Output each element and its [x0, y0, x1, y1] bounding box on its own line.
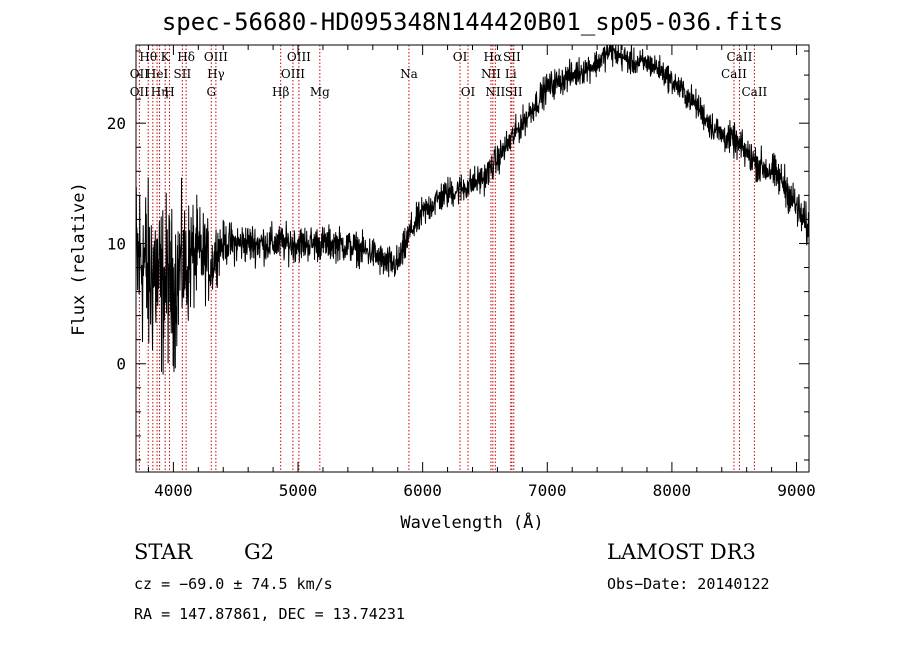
line-marker-label: Hη	[151, 85, 169, 99]
line-marker-label: SII	[174, 67, 192, 81]
line-marker-label: NII	[485, 85, 505, 99]
emission-line-markers	[138, 45, 755, 472]
x-tick-label: 8000	[653, 481, 692, 500]
x-tick-label: 7000	[528, 481, 567, 500]
line-marker-label: Na	[400, 67, 418, 81]
x-tick-label: 4000	[154, 481, 193, 500]
ra-dec-coordinates: RA = 147.87861, DEC = 13.74231	[134, 605, 405, 623]
line-marker-label: K	[161, 50, 171, 64]
object-subclass: G2	[244, 540, 275, 564]
line-marker-label: Mg	[310, 85, 330, 99]
spectrum-line	[135, 44, 810, 375]
object-class: STAR	[134, 540, 193, 564]
y-tick-label: 0	[116, 355, 126, 374]
line-marker-label: SII	[505, 85, 523, 99]
line-marker-label: Hγ	[207, 67, 225, 81]
spectrum-chart: 4000 5000 6000 7000 8000 9000 0 10 20 Hθ K Hδ OIII O…	[69, 44, 816, 533]
line-marker-label: Hδ	[177, 50, 195, 64]
line-marker-label: G	[206, 85, 216, 99]
line-marker-label: OII	[130, 67, 150, 81]
y-tick-label: 20	[107, 114, 126, 133]
axis-ticks: 4000 5000 6000 7000 8000 9000 0 10 20	[107, 45, 816, 500]
chart-title: spec-56680-HD095348N144420B01_sp05-036.f…	[161, 8, 784, 36]
line-marker-label: Hβ	[272, 85, 289, 99]
x-tick-label: 5000	[279, 481, 318, 500]
line-marker-label: CaII	[721, 67, 747, 81]
line-marker-label: NII	[481, 67, 501, 81]
line-marker-label: OI	[453, 50, 468, 64]
line-marker-label: CaII	[741, 85, 767, 99]
y-tick-label: 10	[107, 234, 126, 253]
line-marker-label: SII	[503, 50, 521, 64]
survey-name: LAMOST DR3	[607, 540, 756, 564]
line-marker-label: CaII	[727, 50, 753, 64]
x-tick-label: 9000	[777, 481, 816, 500]
redshift-velocity: cz = −69.0 ± 74.5 km/s	[134, 575, 333, 593]
line-marker-label: Li	[505, 67, 517, 81]
y-axis-label: Flux (relative)	[69, 182, 89, 336]
line-marker-label: OIII	[287, 50, 311, 64]
line-marker-label: H	[164, 85, 174, 99]
line-marker-label: OII	[130, 85, 150, 99]
line-marker-label: OIII	[281, 67, 305, 81]
line-marker-label: OIII	[204, 50, 228, 64]
x-axis-label: Wavelength (Å)	[400, 511, 543, 533]
observation-date: Obs−Date: 20140122	[607, 575, 770, 593]
line-marker-label: OI	[461, 85, 476, 99]
line-marker-label: Hθ	[139, 50, 157, 64]
line-marker-label: Hα	[484, 50, 503, 64]
line-marker-label: HeI	[146, 67, 169, 81]
x-tick-label: 6000	[403, 481, 442, 500]
